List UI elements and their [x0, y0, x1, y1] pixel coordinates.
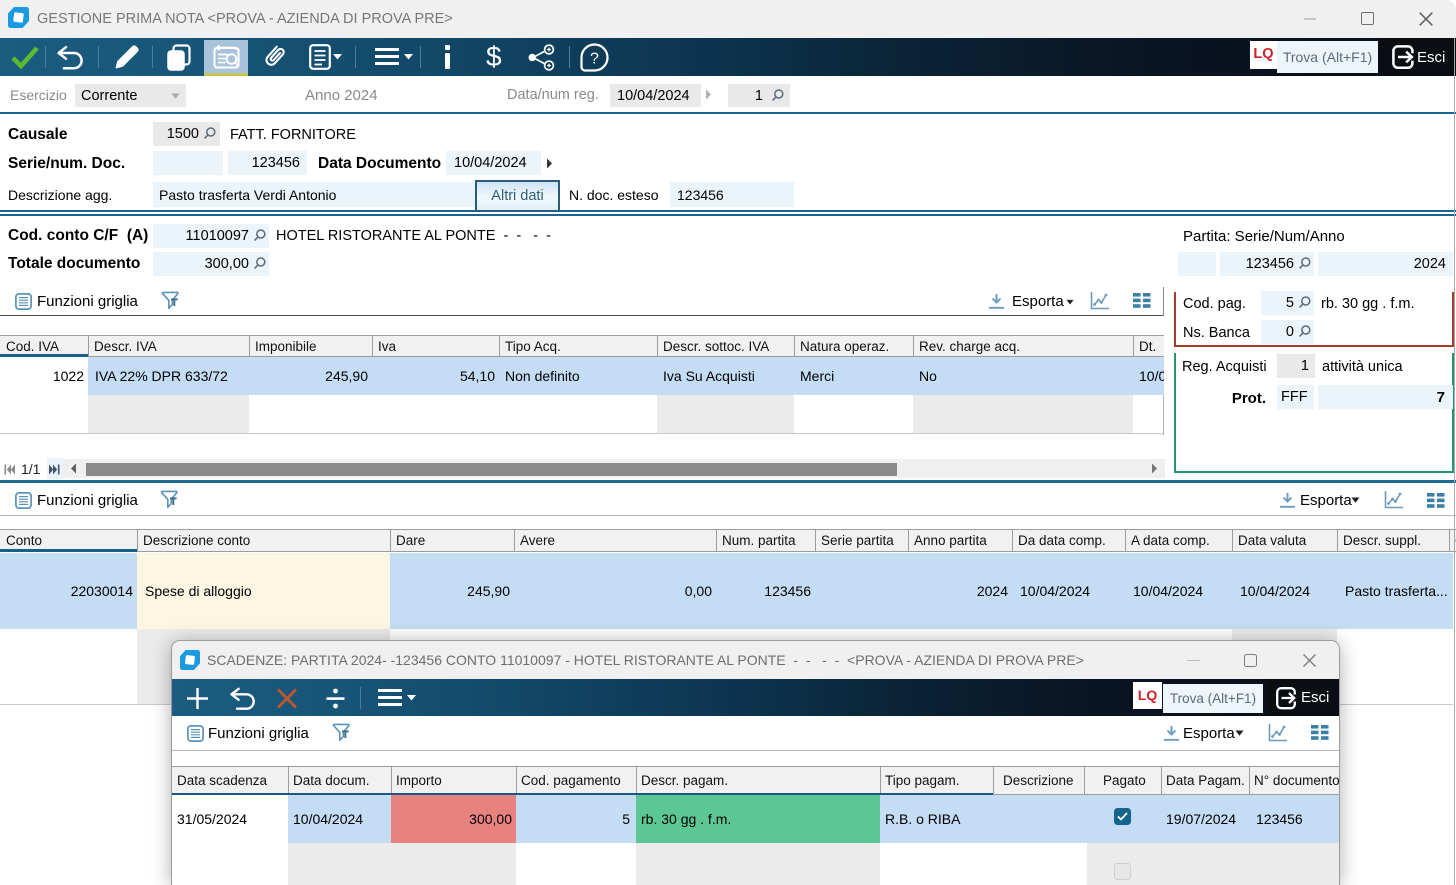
svg-text:?: ? [590, 51, 599, 68]
